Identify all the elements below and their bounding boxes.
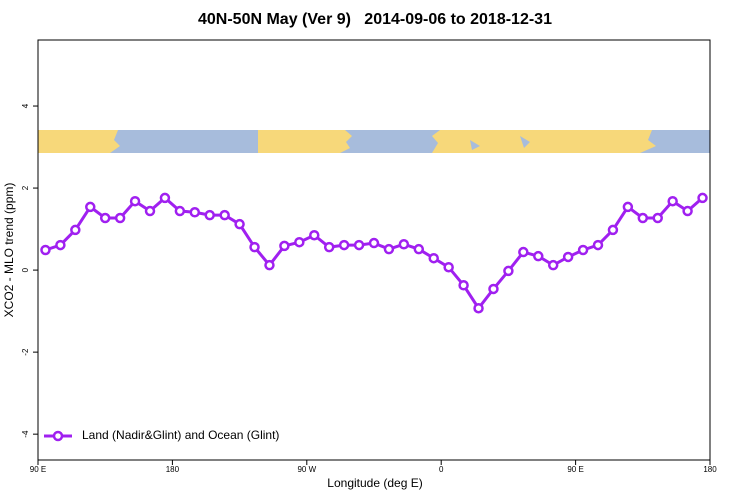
point <box>443 261 454 273</box>
point <box>279 240 290 252</box>
y-tick-label: 0 <box>21 267 30 272</box>
point <box>204 209 215 221</box>
point <box>503 265 514 277</box>
legend-marker <box>52 430 64 442</box>
point <box>518 246 529 258</box>
point <box>398 239 410 250</box>
point <box>264 259 275 271</box>
point <box>70 224 81 236</box>
y-tick-label: -2 <box>21 348 30 356</box>
world-map-strip <box>38 130 710 153</box>
y-tick-label: -4 <box>21 430 30 438</box>
point <box>607 224 619 236</box>
point <box>383 243 395 255</box>
point <box>458 280 469 291</box>
point <box>353 239 365 251</box>
x-tick-label: 180 <box>166 465 180 474</box>
chart-title: 40N-50N May (Ver 9) 2014-09-06 to 2018-1… <box>198 11 552 28</box>
point <box>652 212 663 224</box>
point <box>144 205 156 217</box>
series-line <box>44 195 704 311</box>
x-tick-label: 90 E <box>567 465 583 474</box>
point <box>667 195 678 207</box>
point <box>562 251 574 263</box>
point <box>338 239 350 251</box>
point <box>413 243 425 255</box>
plot-frame <box>37 39 711 461</box>
point <box>249 241 260 253</box>
point <box>428 252 439 264</box>
point <box>85 201 96 213</box>
x-tick-label: 180 <box>703 465 717 474</box>
point <box>473 302 484 314</box>
y-tick-label: 4 <box>21 103 30 108</box>
point <box>533 250 544 262</box>
legend-label: Land (Nadir&Glint) and Ocean (Glint) <box>82 428 279 442</box>
point <box>488 283 499 295</box>
point <box>697 192 708 204</box>
point <box>547 259 559 271</box>
point <box>219 209 230 221</box>
y-axis-label: XCO2 - MLO trend (ppm) <box>2 183 16 318</box>
point <box>114 212 126 224</box>
point <box>622 201 634 213</box>
point <box>368 237 380 249</box>
x-tick-label: 90 E <box>30 465 46 474</box>
point <box>55 239 66 251</box>
x-axis-label: Longitude (deg E) <box>327 476 422 490</box>
point <box>592 239 604 251</box>
x-tick-label: 90 W <box>297 465 316 474</box>
point <box>294 236 305 248</box>
point <box>309 229 320 241</box>
point <box>682 205 693 217</box>
y-tick-label: 2 <box>21 185 30 190</box>
point <box>323 241 335 253</box>
x-tick-label: 0 <box>439 465 444 474</box>
point <box>174 205 186 217</box>
point <box>159 192 171 204</box>
point <box>637 212 649 224</box>
point <box>189 207 201 218</box>
point <box>129 195 141 207</box>
point <box>577 244 589 256</box>
point <box>40 244 51 256</box>
point <box>234 218 245 230</box>
point <box>99 212 111 224</box>
